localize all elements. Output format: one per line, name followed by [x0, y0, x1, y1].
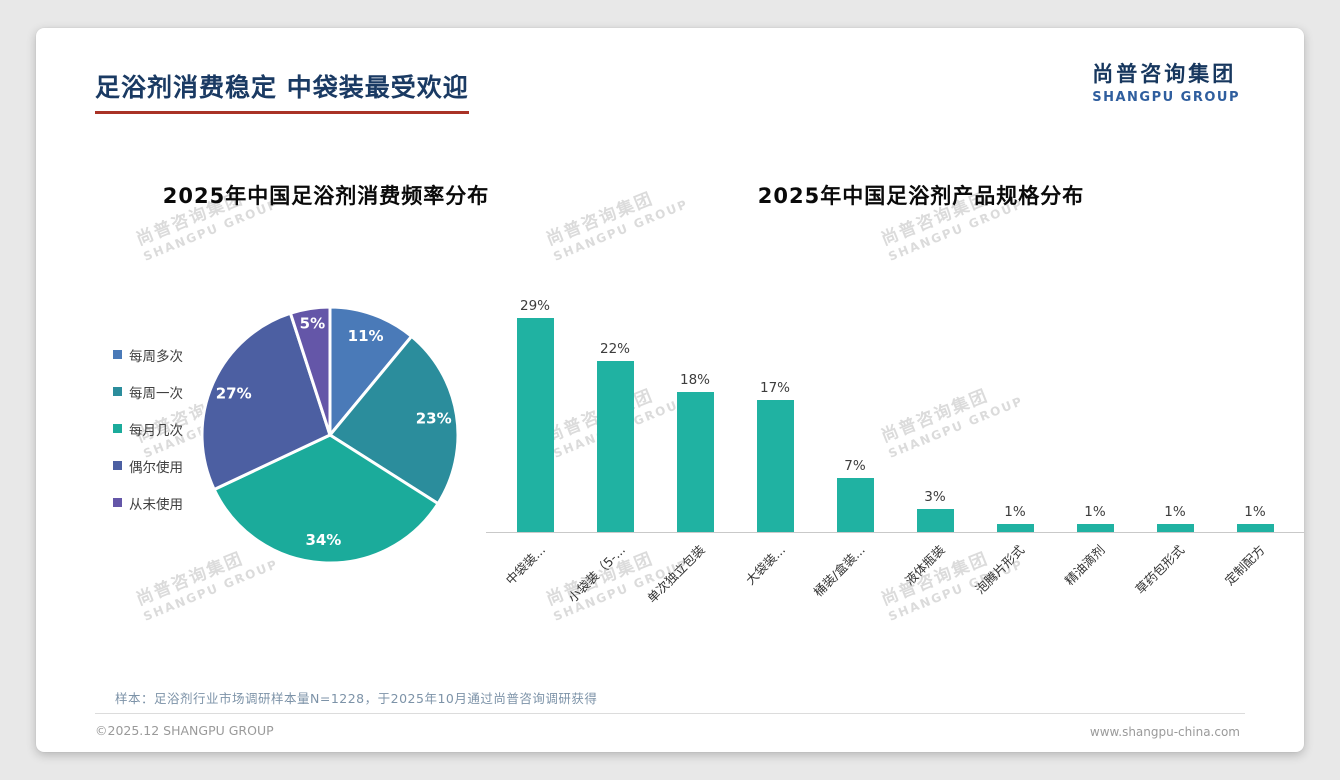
legend-item: 每周多次	[113, 336, 183, 373]
bar-column: 1% 泡腾片形式	[973, 298, 1055, 597]
legend-label: 从未使用	[129, 496, 183, 513]
legend-item: 从未使用	[113, 484, 183, 521]
pie-legend: 每周多次每周一次每月几次偶尔使用从未使用	[113, 336, 183, 521]
bar-rect	[1156, 524, 1194, 532]
pie-data-label: 11%	[348, 327, 384, 345]
logo-cn-text: 尚普咨询集团	[1092, 62, 1237, 86]
legend-item: 每周一次	[113, 373, 183, 410]
pie-slice	[200, 311, 332, 491]
bar-x-label: 定制配方	[1035, 540, 1268, 588]
bar-rect	[996, 524, 1034, 532]
bar-rect	[596, 361, 634, 532]
bar-value-label: 7%	[844, 458, 866, 474]
bar-x-label-text: 定制配方	[1221, 542, 1268, 589]
legend-label: 每月几次	[129, 422, 183, 439]
legend-item: 偶尔使用	[113, 447, 183, 484]
bar-rect	[1076, 524, 1114, 532]
pie-slice	[328, 305, 414, 437]
legend-marker	[113, 387, 122, 396]
bar-x-axis	[486, 532, 1304, 533]
footer-website: www.shangpu-china.com	[1089, 725, 1240, 739]
pie-slice	[288, 305, 332, 437]
bar-value-label: 17%	[759, 380, 790, 396]
legend-label: 每周多次	[129, 348, 183, 365]
legend-marker	[113, 461, 122, 470]
bar-chart-title: 2025年中国足浴剂产品规格分布	[757, 184, 1085, 208]
bar-column: 1% 草药包形式	[1133, 298, 1215, 597]
bar-column: 3% 液体瓶装	[895, 298, 975, 588]
bar-value-label: 29%	[519, 298, 550, 314]
pie-chart: 11% 23% 34% 27% 5%	[200, 305, 460, 565]
company-logo: 尚普咨询集团 SHANGPU GROUP	[1092, 58, 1240, 105]
pie-data-label: 23%	[416, 410, 452, 428]
bar-value-label: 22%	[599, 341, 630, 357]
pie-data-label: 34%	[305, 531, 341, 549]
bar-column: 7% 桶装/盒装...	[810, 298, 895, 599]
footer-copyright: ©2025.12 SHANGPU GROUP	[95, 723, 274, 738]
bar-value-label: 1%	[1244, 504, 1266, 520]
pie-slice	[328, 334, 460, 506]
pie-data-label: 5%	[300, 315, 325, 333]
bar-value-label: 3%	[924, 489, 946, 505]
legend-label: 每周一次	[129, 385, 183, 402]
footer-divider	[95, 713, 1245, 714]
logo-en-text: SHANGPU GROUP	[1092, 90, 1240, 105]
bar-rect	[756, 400, 794, 532]
bar-rect	[836, 478, 874, 532]
slide-card: 尚普咨询集团 SHANGPU GROUP 尚普咨询集团 SHANGPU GROUP 尚普…	[36, 28, 1304, 752]
legend-item: 每月几次	[113, 410, 183, 447]
bar-value-label: 1%	[1164, 504, 1186, 520]
bar-rect	[916, 509, 954, 532]
bar-column: 18% 单次独立包装	[644, 298, 735, 606]
bar-rect	[676, 392, 714, 532]
bar-value-label: 1%	[1084, 504, 1106, 520]
page-title: 足浴剂消费稳定 中袋装最受欢迎	[95, 68, 469, 114]
legend-label: 偶尔使用	[129, 459, 183, 476]
bar-column: 22% 小袋装（5-...	[565, 298, 655, 605]
bar-chart: 29% 中袋装... 22% 小袋装（5-... 18% 单次独立包装 17% 大袋装... 7…	[495, 298, 1295, 606]
bar-column: 29% 中袋装...	[495, 298, 575, 588]
bar-column: 1% 定制配方	[1215, 298, 1295, 588]
legend-marker	[113, 350, 122, 359]
pie-slice	[212, 433, 440, 565]
bar-column: 1% 精油滴剂	[1055, 298, 1135, 588]
bar-rect	[516, 318, 554, 532]
legend-marker	[113, 498, 122, 507]
bar-value-label: 1%	[1004, 504, 1026, 520]
bar-rect	[1236, 524, 1274, 532]
pie-data-label: 27%	[216, 384, 252, 402]
legend-marker	[113, 424, 122, 433]
pie-chart-title: 2025年中国足浴剂消费频率分布	[162, 184, 490, 208]
slide-content: 足浴剂消费稳定 中袋装最受欢迎 尚普咨询集团 SHANGPU GROUP 202…	[36, 28, 1304, 752]
sample-footnote: 样本：足浴剂行业市场调研样本量N=1228，于2025年10月通过尚普咨询调研获…	[115, 691, 598, 706]
bar-value-label: 18%	[679, 372, 710, 388]
bar-column: 17% 大袋装...	[735, 298, 815, 588]
